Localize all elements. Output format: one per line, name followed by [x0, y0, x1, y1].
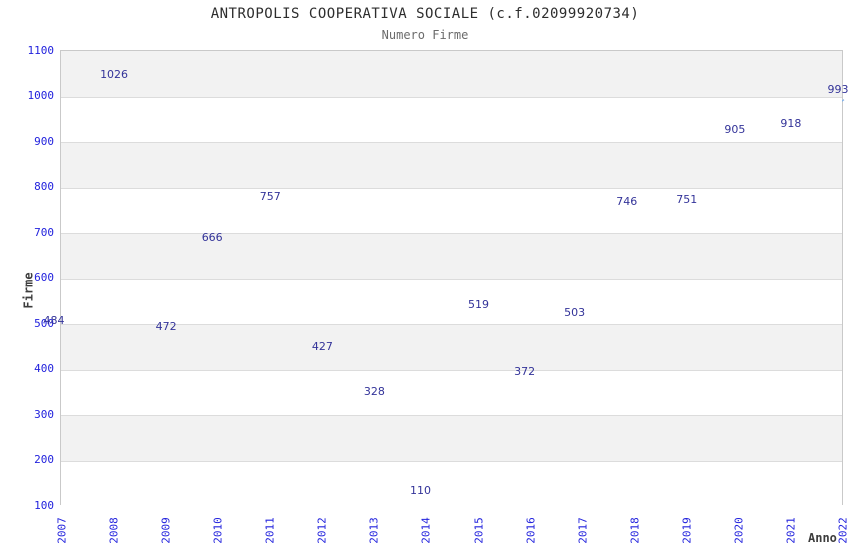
- x-tick-label: 2021: [784, 516, 798, 544]
- x-tick-label: 2007: [55, 516, 69, 544]
- x-tick-label: 2010: [211, 516, 225, 544]
- grid-band: [61, 142, 842, 188]
- data-label: 110: [409, 484, 431, 498]
- data-label: 484: [43, 314, 65, 328]
- x-tick-label: 2022: [836, 516, 850, 544]
- data-label: 328: [363, 385, 385, 399]
- y-tick-label: 500: [34, 316, 54, 330]
- gridline: [61, 233, 842, 234]
- x-tick-label: 2008: [107, 516, 121, 544]
- x-tick-label: 2016: [524, 516, 538, 544]
- gridline: [61, 142, 842, 143]
- y-tick-label: 700: [34, 225, 54, 239]
- x-tick-label: 2011: [263, 516, 277, 544]
- y-tick-label: 300: [34, 407, 54, 421]
- data-label: 427: [311, 340, 333, 354]
- data-label: 1026: [100, 67, 129, 81]
- data-label: 519: [468, 298, 490, 312]
- grid-band: [61, 460, 842, 506]
- y-tick-label: 400: [34, 362, 54, 375]
- data-label: 905: [724, 122, 746, 136]
- grid-band: [61, 415, 842, 461]
- x-tick-label: 2017: [576, 516, 590, 544]
- y-tick-label: 900: [34, 134, 54, 148]
- gridline: [61, 278, 842, 280]
- x-tick-label: 2018: [628, 516, 642, 544]
- data-label: 472: [155, 319, 177, 333]
- data-label: 666: [201, 231, 223, 245]
- data-label: 746: [616, 195, 638, 209]
- grid-band: [61, 324, 842, 370]
- grid-band: [61, 369, 842, 415]
- data-label: 757: [259, 190, 281, 204]
- x-tick-label: 2019: [680, 516, 694, 544]
- x-tick-label: 2015: [472, 516, 486, 544]
- x-tick-label: 2020: [732, 516, 746, 544]
- gridline: [61, 415, 842, 416]
- gridline: [61, 324, 842, 325]
- y-tick-label: 1000: [27, 89, 55, 102]
- x-tick-label: 2012: [315, 516, 329, 544]
- x-tick-label: 2013: [367, 516, 381, 544]
- y-tick-label: 200: [34, 453, 54, 466]
- data-label: 751: [676, 192, 698, 206]
- gridline: [61, 369, 842, 371]
- grid-band: [61, 187, 842, 233]
- y-tick-label: 800: [34, 180, 54, 193]
- grid-band: [61, 96, 842, 142]
- chart-subtitle: Numero Firme: [381, 28, 469, 42]
- x-axis-title: Anno: [808, 531, 837, 545]
- x-tick-label: 2009: [159, 516, 173, 544]
- grid-band: [61, 51, 842, 97]
- plot-area: [60, 50, 845, 506]
- x-tick-label: 2014: [419, 516, 433, 544]
- gridline: [61, 96, 842, 98]
- gridline: [61, 187, 842, 189]
- y-tick-label: 600: [34, 271, 54, 284]
- chart-title: ANTROPOLIS COOPERATIVA SOCIALE (c.f.0209…: [210, 6, 640, 22]
- grid-band: [61, 233, 842, 279]
- data-label: 503: [564, 305, 586, 319]
- data-label: 372: [514, 365, 536, 379]
- data-label: 993: [827, 82, 849, 96]
- data-label: 918: [780, 116, 802, 130]
- grid-band: [61, 278, 842, 324]
- y-tick-label: 1100: [27, 43, 55, 57]
- y-tick-label: 100: [34, 498, 54, 512]
- gridline: [61, 460, 842, 462]
